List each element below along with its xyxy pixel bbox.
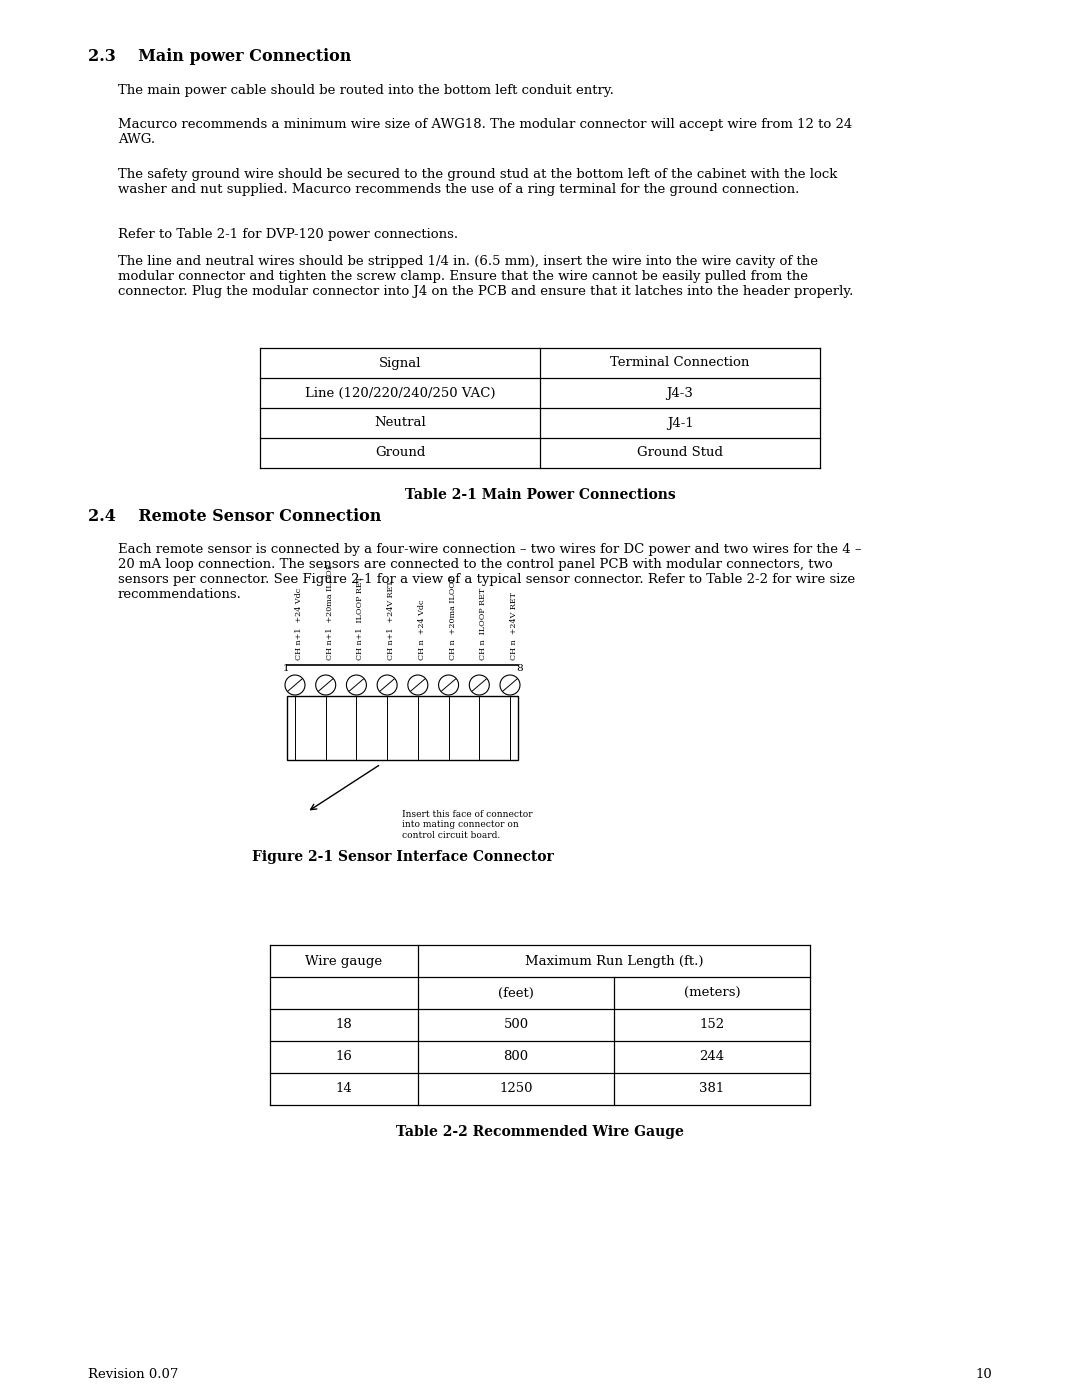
Text: 1: 1 <box>282 664 289 673</box>
Text: 500: 500 <box>503 1018 528 1031</box>
Text: Table 2-1 Main Power Connections: Table 2-1 Main Power Connections <box>405 488 675 502</box>
Text: 14: 14 <box>336 1083 352 1095</box>
Text: Figure 2-1 Sensor Interface Connector: Figure 2-1 Sensor Interface Connector <box>252 849 554 863</box>
Text: Wire gauge: Wire gauge <box>306 954 382 968</box>
Text: Neutral: Neutral <box>374 416 426 429</box>
Text: CH n  +20ma ILOOP: CH n +20ma ILOOP <box>448 576 457 659</box>
Text: CH n+1  +24V RET: CH n+1 +24V RET <box>387 580 395 659</box>
Text: Line (120/220/240/250 VAC): Line (120/220/240/250 VAC) <box>305 387 496 400</box>
Text: (meters): (meters) <box>684 986 740 999</box>
Text: Ground: Ground <box>375 447 426 460</box>
Text: CH n+1  ILOOP RET: CH n+1 ILOOP RET <box>356 576 364 659</box>
Text: 2.3    Main power Connection: 2.3 Main power Connection <box>87 47 351 66</box>
Text: 18: 18 <box>336 1018 352 1031</box>
Text: CH n+1  +20ma ILOOP: CH n+1 +20ma ILOOP <box>326 564 334 659</box>
Text: The line and neutral wires should be stripped 1/4 in. (6.5 mm), insert the wire : The line and neutral wires should be str… <box>118 256 853 298</box>
Text: Ground Stud: Ground Stud <box>637 447 723 460</box>
Text: CH n  ILOOP RET: CH n ILOOP RET <box>480 588 487 659</box>
Text: 16: 16 <box>336 1051 352 1063</box>
Text: 381: 381 <box>700 1083 725 1095</box>
Text: 10: 10 <box>975 1368 993 1382</box>
Text: Each remote sensor is connected by a four-wire connection – two wires for DC pow: Each remote sensor is connected by a fou… <box>118 543 862 601</box>
Text: 1250: 1250 <box>499 1083 532 1095</box>
Text: Signal: Signal <box>379 356 421 369</box>
Text: Revision 0.07: Revision 0.07 <box>87 1368 178 1382</box>
Text: 2.4    Remote Sensor Connection: 2.4 Remote Sensor Connection <box>87 509 381 525</box>
Text: Maximum Run Length (ft.): Maximum Run Length (ft.) <box>525 954 703 968</box>
Text: Table 2-2 Recommended Wire Gauge: Table 2-2 Recommended Wire Gauge <box>396 1125 684 1139</box>
Text: 8: 8 <box>516 664 523 673</box>
Text: The main power cable should be routed into the bottom left conduit entry.: The main power cable should be routed in… <box>118 84 613 96</box>
Text: (feet): (feet) <box>498 986 534 999</box>
Text: 800: 800 <box>503 1051 528 1063</box>
Text: Terminal Connection: Terminal Connection <box>610 356 750 369</box>
Text: CH n  +24 Vdc: CH n +24 Vdc <box>418 599 426 659</box>
Text: Insert this face of connector
into mating connector on
control circuit board.: Insert this face of connector into matin… <box>402 810 532 840</box>
Bar <box>287 696 518 760</box>
Text: J4-1: J4-1 <box>666 416 693 429</box>
Text: CH n+1  +24 Vdc: CH n+1 +24 Vdc <box>295 588 303 659</box>
Text: The safety ground wire should be secured to the ground stud at the bottom left o: The safety ground wire should be secured… <box>118 168 837 196</box>
Text: 152: 152 <box>700 1018 725 1031</box>
Text: Macurco recommends a minimum wire size of AWG18. The modular connector will acce: Macurco recommends a minimum wire size o… <box>118 117 852 147</box>
Text: J4-3: J4-3 <box>666 387 693 400</box>
Text: Refer to Table 2-1 for DVP-120 power connections.: Refer to Table 2-1 for DVP-120 power con… <box>118 228 458 242</box>
Text: CH n  +24V RET: CH n +24V RET <box>510 592 518 659</box>
Text: 244: 244 <box>700 1051 725 1063</box>
